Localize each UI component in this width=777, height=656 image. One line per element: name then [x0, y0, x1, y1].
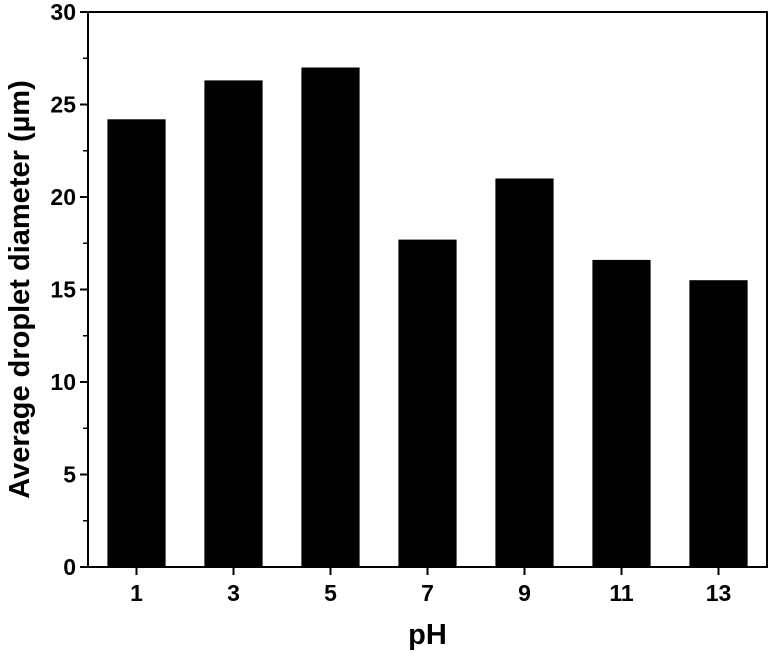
y-axis-title: Average droplet diameter (µm) — [4, 80, 36, 499]
y-axis-ticks: 0 5 10 15 20 25 30 — [50, 0, 88, 580]
x-axis-title: pH — [408, 619, 447, 651]
bars-layer — [107, 67, 748, 568]
y-tick-label: 5 — [63, 462, 76, 488]
y-tick-label: 20 — [50, 184, 76, 210]
y-tick-label: 0 — [63, 554, 76, 580]
bar-ph-11 — [592, 259, 651, 567]
y-tick-label: 25 — [50, 92, 76, 118]
plot-frame — [87, 11, 768, 568]
x-tick-label: 11 — [609, 580, 634, 606]
x-tick-label: 13 — [706, 580, 732, 606]
x-tick-label: 7 — [421, 580, 434, 606]
y-tick-label: 30 — [50, 0, 76, 25]
bar-ph-9 — [495, 178, 554, 567]
bar-ph-1 — [107, 119, 166, 568]
bar-ph-7 — [398, 239, 457, 567]
x-axis-ticks: 1 3 5 7 9 11 13 — [130, 567, 731, 606]
bar-ph-5 — [301, 67, 360, 567]
x-tick-label: 9 — [518, 580, 531, 606]
bar-ph-3 — [204, 80, 263, 568]
x-tick-label: 5 — [324, 580, 337, 606]
x-tick-label: 1 — [130, 580, 143, 606]
y-tick-label: 10 — [50, 369, 76, 395]
x-tick-label: 3 — [227, 580, 240, 606]
bar-ph-13 — [689, 280, 748, 567]
y-tick-label: 15 — [50, 277, 76, 303]
